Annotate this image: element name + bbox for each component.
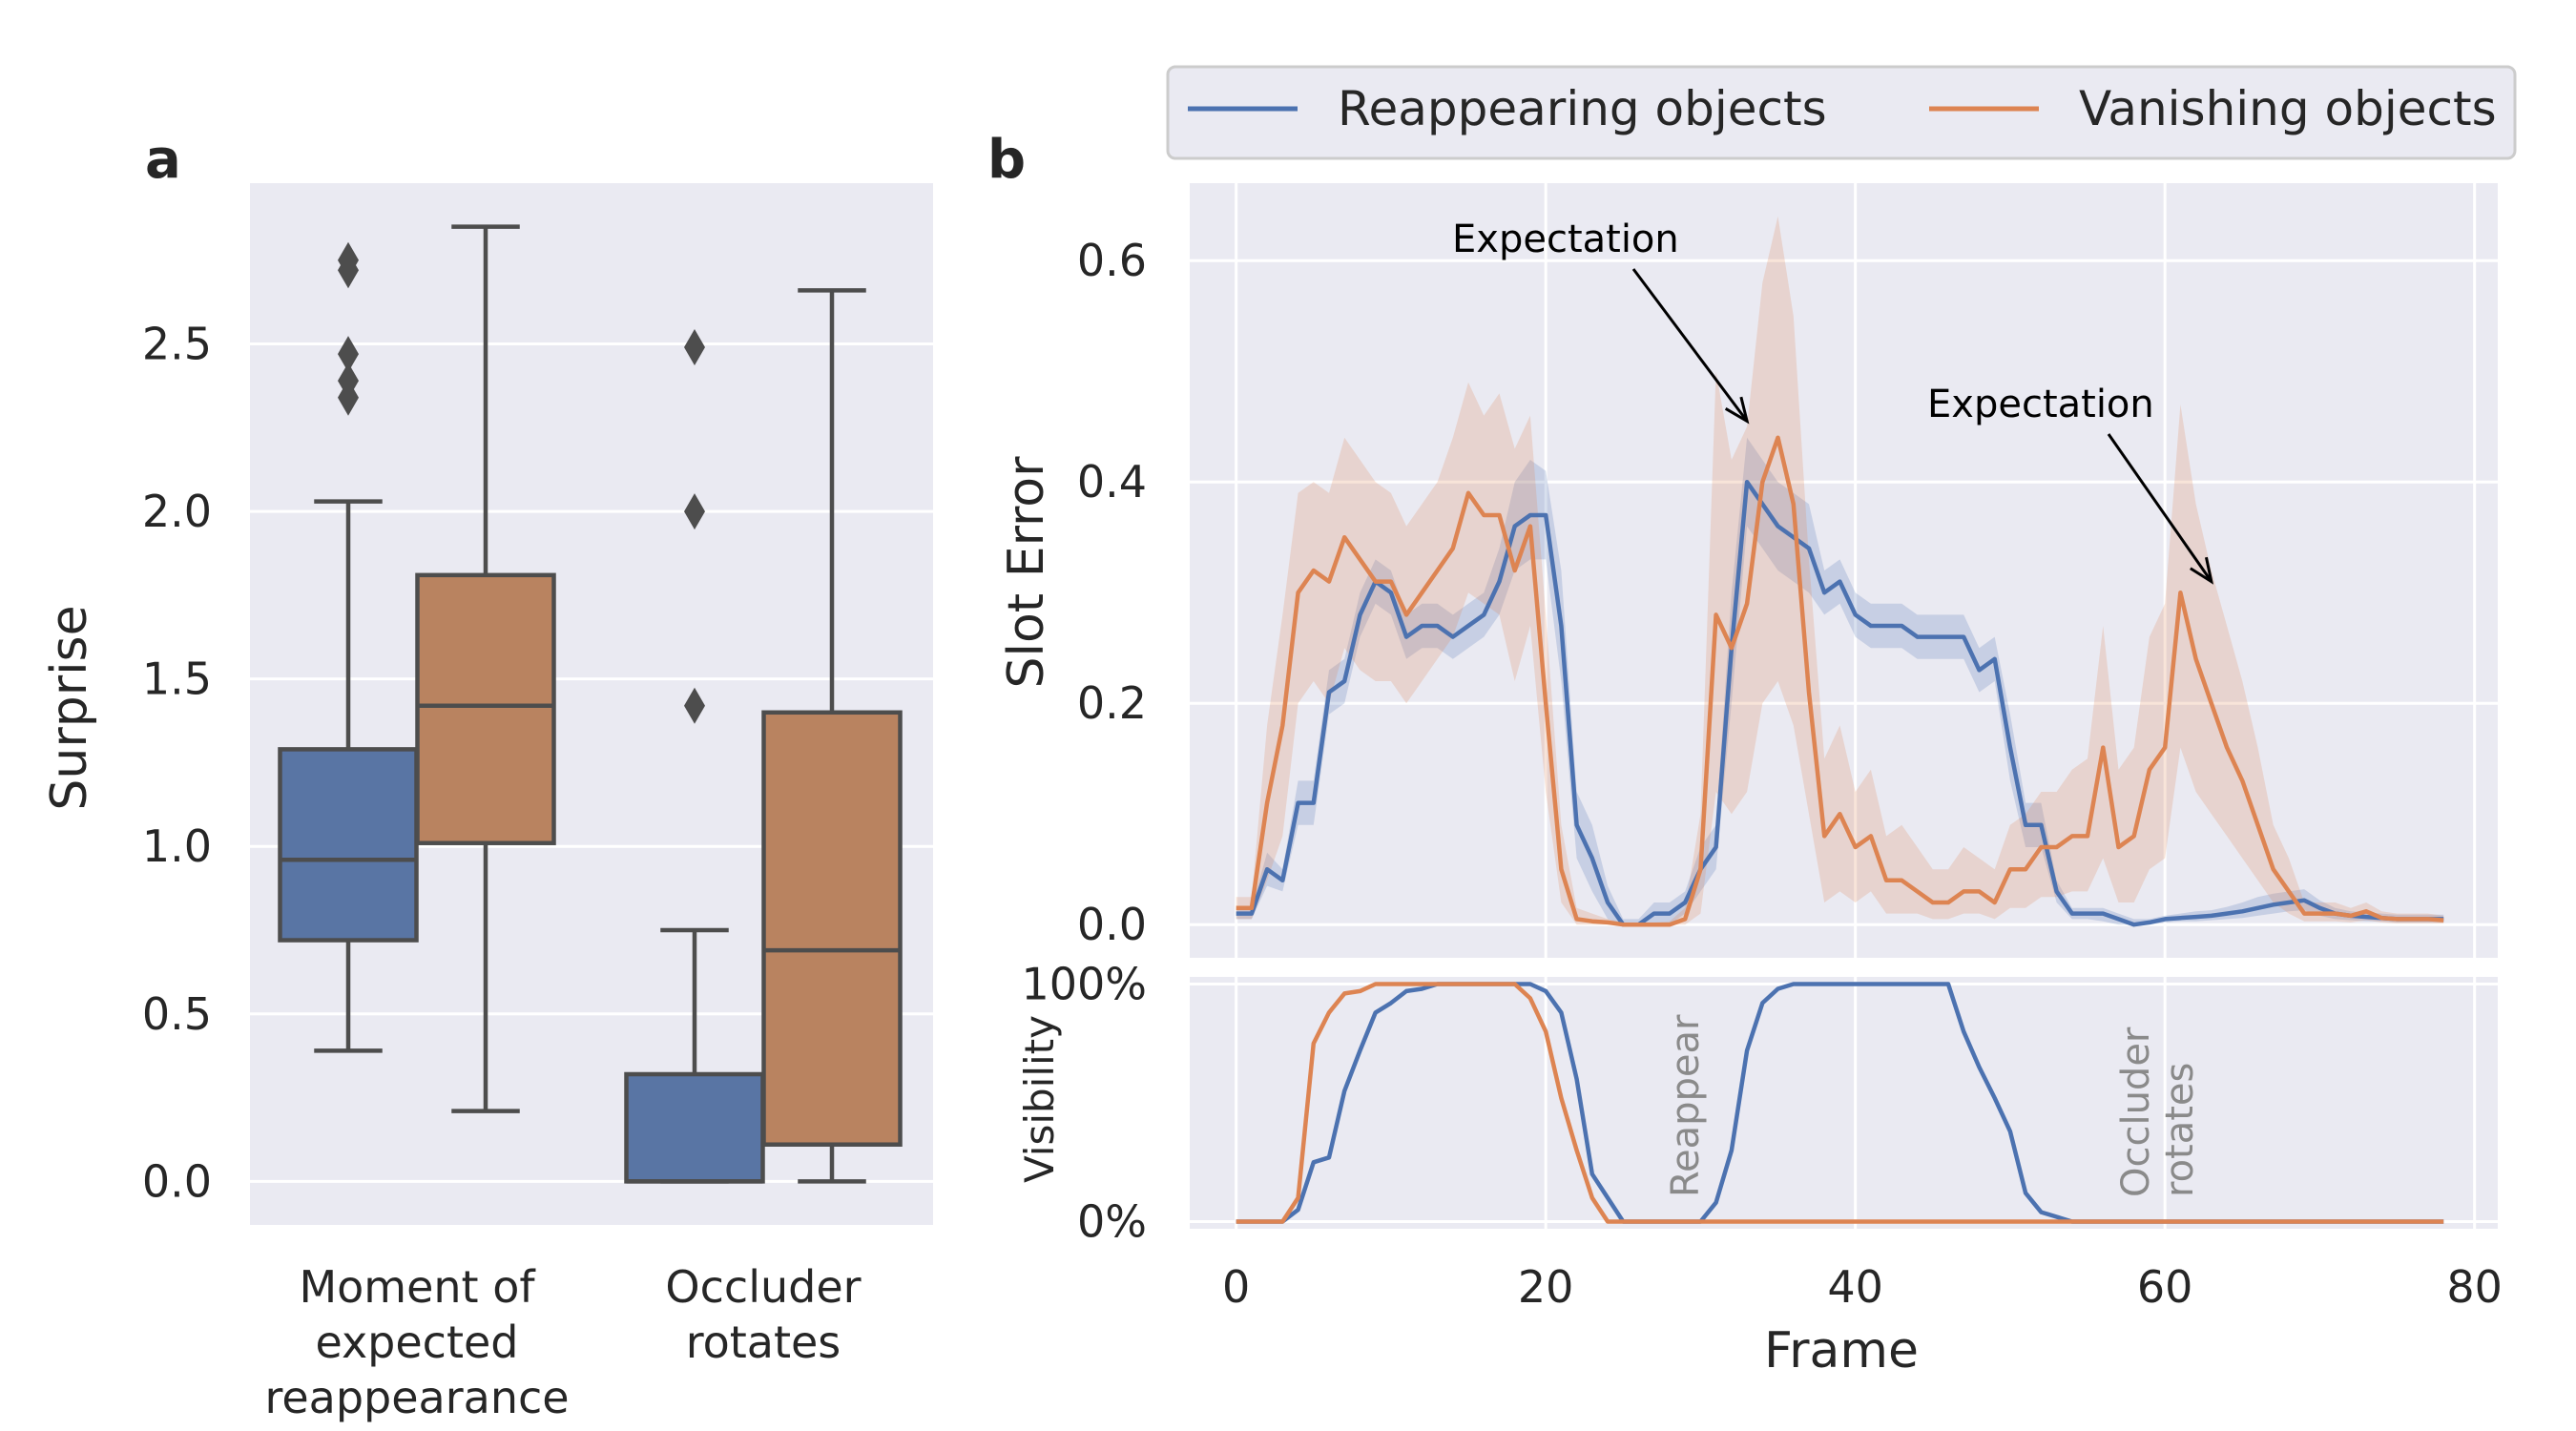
confidence-band (1236, 437, 2444, 925)
annotation-arrow (1631, 268, 1749, 423)
panel-b-plot-area (1190, 183, 2498, 958)
y-tick-label: 1.5 (142, 653, 212, 705)
legend-entry-vanishing: Vanishing objects (2079, 81, 2497, 136)
visibility-x-ticks: 0 20 40 60 80 (1222, 1261, 2503, 1313)
outlier-marker (684, 329, 705, 366)
x-tick-label: reappearance (264, 1372, 569, 1423)
x-tick-label: 40 (1827, 1261, 1883, 1313)
panel-a-y-ticks: 0.0 0.5 1.0 1.5 2.0 2.5 (142, 319, 212, 1208)
annotation-text: Expectation (1452, 218, 1679, 261)
panel-b-gridlines (1190, 183, 2498, 958)
panel-a-boxplot: 0.0 0.5 1.0 1.5 2.0 2.5 Moment ofexpectedreap… (41, 129, 933, 1423)
box (278, 747, 419, 943)
legend-frame (1166, 65, 2517, 160)
y-tick-label: 0.2 (1077, 677, 1147, 729)
annotation-arrow (2107, 433, 2213, 583)
panel-b-annotations: Expectation Expectation (1452, 218, 2214, 585)
panel-b-y-ticks: 0.0 0.2 0.4 0.6 (1077, 235, 1147, 950)
vertical-annotation: rotates (2158, 1063, 2202, 1197)
series-line (1236, 479, 2444, 927)
visibility-y-axis-label: Visibility (1016, 1015, 1063, 1183)
panel-b-confidence-bands (1236, 216, 2444, 925)
panel-a-label: a (145, 129, 181, 191)
series-line (1236, 435, 2444, 927)
y-tick-label: 100% (1021, 958, 1147, 1009)
box (415, 572, 556, 845)
outlier-marker (338, 241, 359, 279)
legend: Reappearing objects Vanishing objects (1166, 65, 2517, 160)
outlier-marker (684, 493, 705, 530)
panel-b-line-chart: 0.0 0.2 0.4 0.6 Expectation Expectation Slot… (987, 129, 2498, 958)
y-tick-label: 2.0 (142, 486, 212, 537)
x-tick-label: 60 (2137, 1261, 2193, 1313)
panel-b-label: b (987, 129, 1026, 191)
panel-a-boxes (278, 224, 903, 1184)
x-tick-label: Moment of (299, 1261, 536, 1313)
x-tick-label: expected (315, 1317, 518, 1368)
y-tick-label: 2.5 (142, 319, 212, 370)
outlier-marker (338, 336, 359, 373)
y-tick-label: 1.0 (142, 820, 212, 872)
vertical-annotation: Occluder (2114, 1027, 2158, 1197)
x-tick-label: 20 (1518, 1261, 1574, 1313)
panel-a-y-axis-label: Surprise (41, 605, 98, 810)
outlier-marker (684, 687, 705, 724)
y-tick-label: 0% (1077, 1196, 1147, 1248)
visibility-y-ticks: 0% 100% (1021, 958, 1147, 1247)
y-tick-label: 0.6 (1077, 235, 1147, 286)
x-tick-label: Occluder (665, 1261, 861, 1313)
legend-entry-reappearing: Reappearing objects (1338, 81, 1827, 136)
panel-b-lines (1236, 435, 2444, 927)
panel-b-y-axis-label: Slot Error (998, 456, 1055, 689)
y-tick-label: 0.0 (1077, 899, 1147, 950)
vertical-annotation: Reappear (1664, 1014, 1708, 1197)
panel-b-x-axis-label: Frame (1764, 1322, 1919, 1379)
x-tick-label: 0 (1222, 1261, 1250, 1313)
x-tick-label: rotates (686, 1317, 841, 1368)
annotation-arrowhead (1724, 396, 1750, 425)
confidence-band (1236, 216, 2444, 925)
series-line (1236, 982, 2444, 1224)
box (624, 1071, 765, 1184)
y-tick-label: 0.4 (1077, 456, 1147, 508)
box (761, 710, 903, 1147)
outlier-marker (338, 363, 359, 400)
annotation-text: Expectation (1927, 383, 2154, 426)
panel-visibility-chart: 0% 100% 0 20 40 60 80 Reappear Occluder rotates… (1016, 958, 2503, 1379)
visibility-lines (1236, 982, 2444, 1224)
y-tick-label: 0.0 (142, 1155, 212, 1207)
annotation-arrowhead (2190, 556, 2214, 585)
visibility-plot-area (1190, 977, 2498, 1229)
visibility-annotations: Reappear Occluder rotates (1664, 1014, 2202, 1197)
x-tick-label: 80 (2446, 1261, 2503, 1313)
y-tick-label: 0.5 (142, 988, 212, 1040)
